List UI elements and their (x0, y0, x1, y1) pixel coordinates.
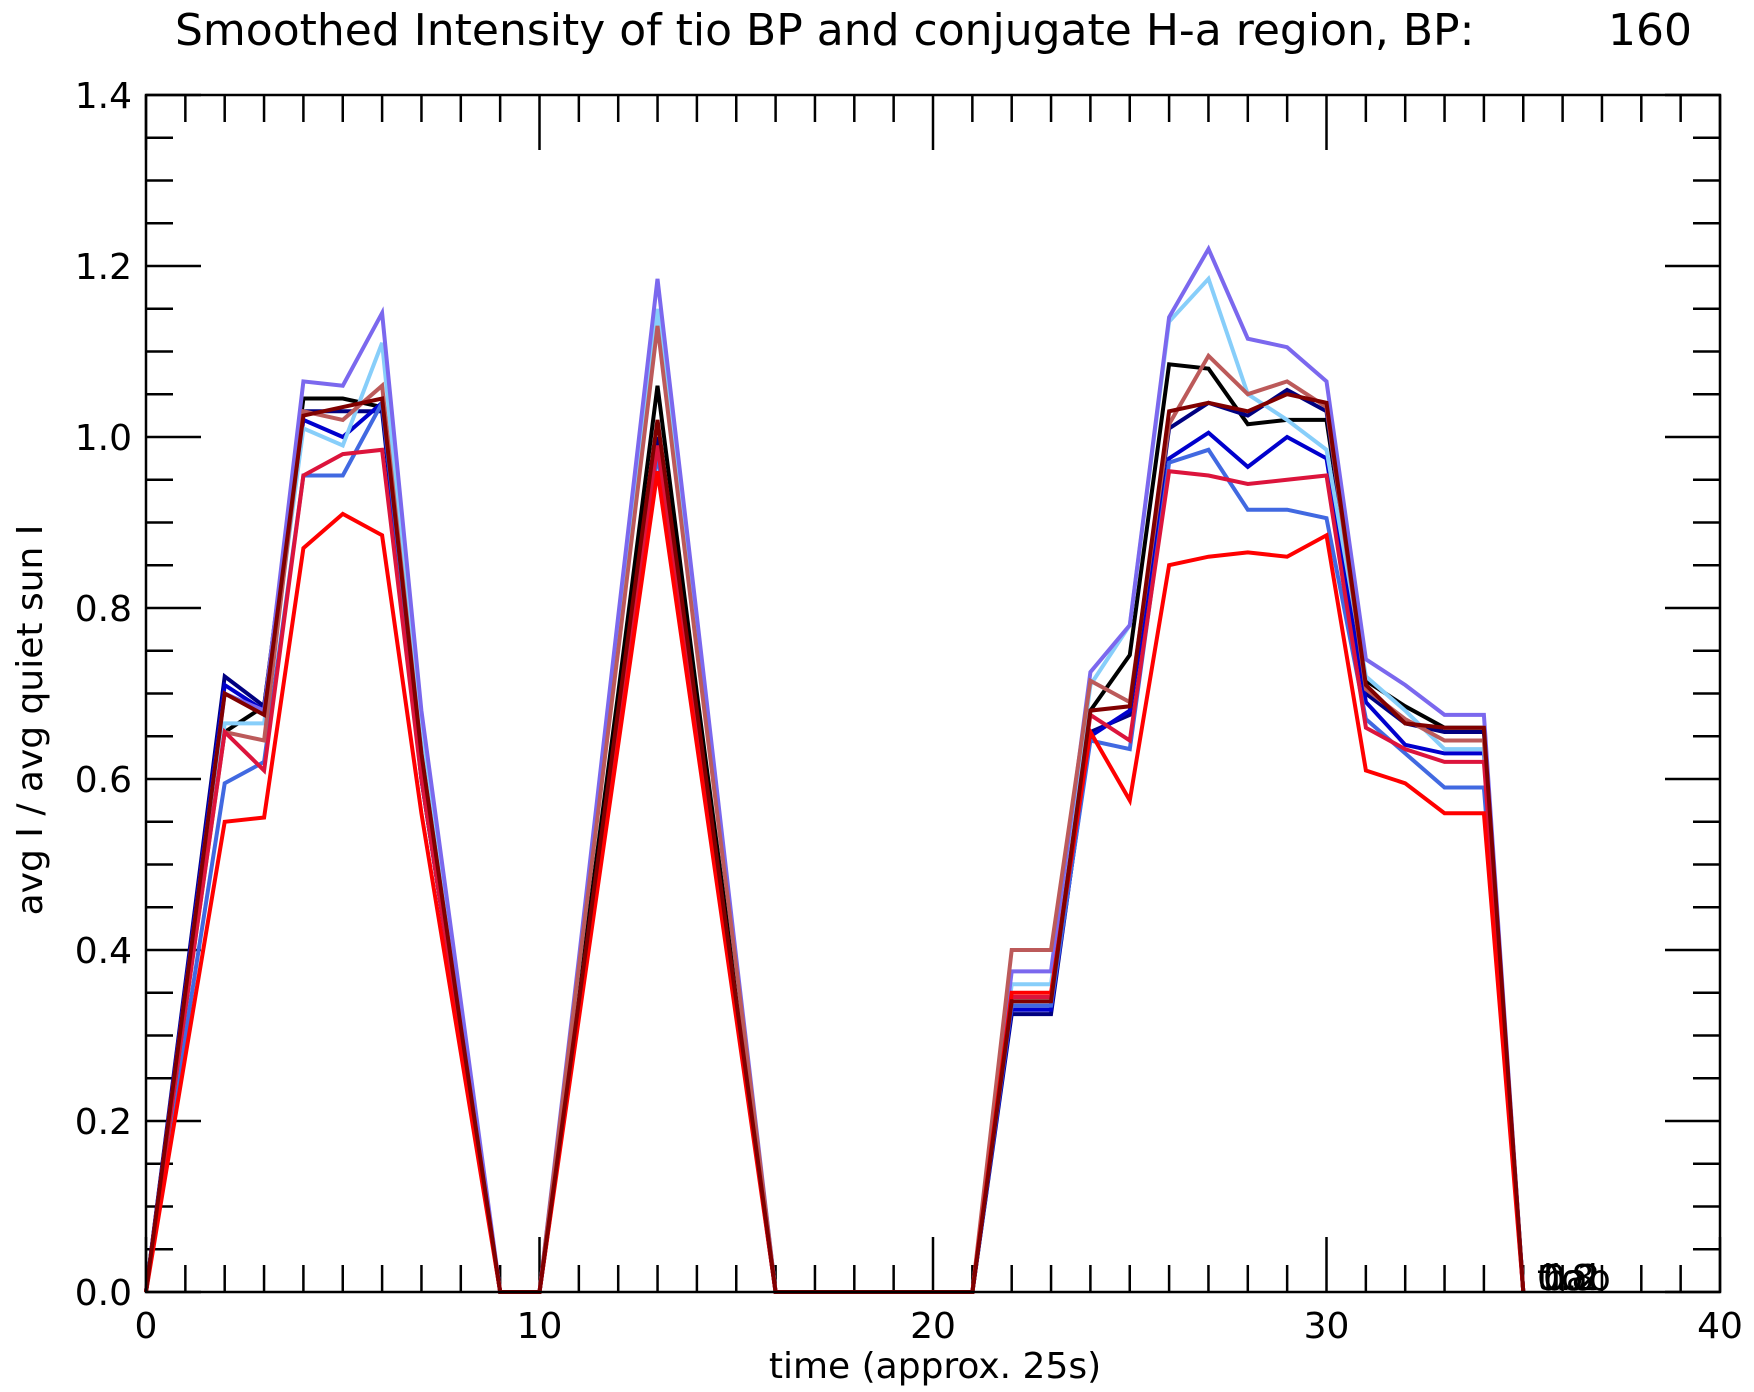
x-tick-label: 0 (135, 1306, 158, 1347)
series-line (144, 398, 1526, 1294)
y-axis-title: avg I / avg quiet sun I (10, 525, 51, 916)
series-line (144, 362, 1526, 1294)
y-tick-label: 0.2 (75, 1102, 132, 1143)
x-axis-title: time (approx. 25s) (769, 1346, 1101, 1387)
x-tick-label: 30 (1304, 1306, 1350, 1347)
y-tick-label: 1.2 (75, 247, 132, 288)
y-tick-label: 0.6 (75, 760, 132, 801)
y-tick-label: 0.8 (75, 589, 132, 630)
y-tick-label: 0.0 (75, 1273, 132, 1314)
x-tick-label: 40 (1697, 1306, 1743, 1347)
series-line (144, 470, 1526, 1294)
y-tick-label: 1.0 (75, 418, 132, 459)
series-line (144, 325, 1526, 1294)
axis-ticks: 0 10 20 30 40 0.0 0.2 0.4 0.6 0.8 1.0 1.2 1.4 (75, 76, 1743, 1347)
series-line (144, 396, 1526, 1294)
corner-label: 0.2 (1543, 1258, 1600, 1299)
series-line (144, 392, 1526, 1294)
y-tick-label: 1.4 (75, 76, 132, 117)
series-line (144, 445, 1526, 1294)
data-series (144, 244, 1526, 1294)
corner-label: tio (1537, 1258, 1583, 1299)
corner-label: hab (1543, 1258, 1611, 1299)
chart-title: Smoothed Intensity of tio BP and conjuga… (175, 5, 1474, 56)
y-tick-label: 0.4 (75, 931, 132, 972)
series-line (144, 387, 1526, 1294)
plot-frame (144, 93, 1722, 1294)
chart-title-bp-number: 160 (1608, 5, 1692, 56)
x-tick-label: 20 (910, 1306, 956, 1347)
x-tick-label: 10 (517, 1306, 563, 1347)
corner-label: 0.8 (1537, 1258, 1594, 1299)
